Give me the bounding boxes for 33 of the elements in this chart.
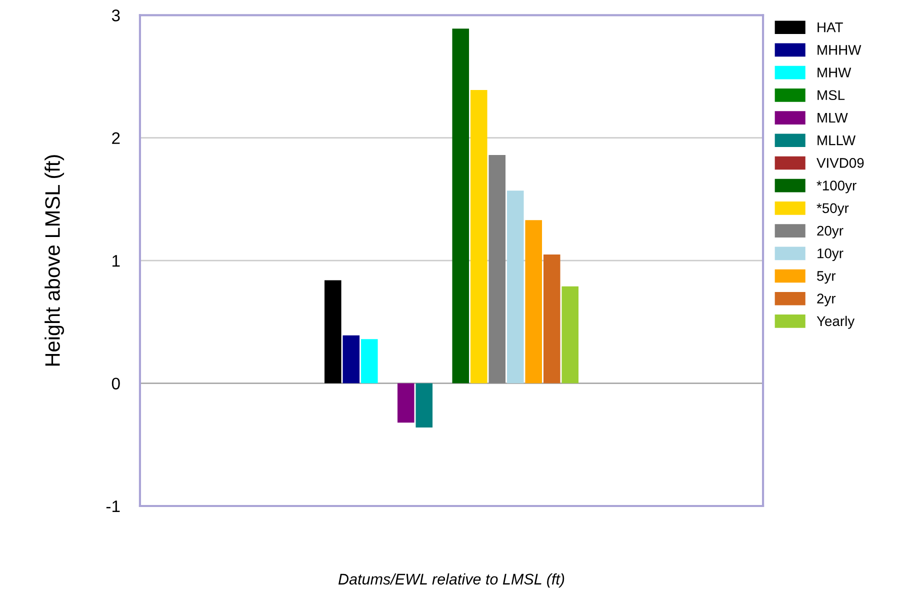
legend-label: *100yr (816, 180, 856, 194)
y-tick-label: 1 (112, 255, 120, 267)
bar (543, 254, 560, 384)
bar (342, 335, 360, 384)
legend-label: 5yr (817, 271, 836, 284)
y-tick-label: 0 (112, 378, 120, 390)
legend-label: *50yr (816, 203, 849, 216)
bar (506, 190, 524, 384)
bar (324, 280, 342, 384)
legend-label: VIVD09 (816, 158, 864, 168)
x-axis-title: Datums/EWL relative to LMSL (ft) (338, 573, 564, 588)
y-tick-label: 3 (112, 10, 120, 22)
legend-label: MHHW (818, 45, 862, 55)
bar (452, 28, 470, 384)
legend-label: 10yr (818, 248, 844, 262)
bar (360, 339, 378, 384)
y-axis-title: Height above LMSL (ft) (44, 155, 64, 366)
bar (416, 383, 433, 428)
legend-label: MLW (818, 112, 848, 123)
y-tick-label: -1 (106, 500, 120, 512)
legend-label: Yearly (816, 316, 855, 329)
bar (525, 220, 542, 384)
bar (562, 286, 578, 384)
y-tick-label: 2 (112, 132, 120, 144)
legend-label: 20yr (817, 226, 844, 238)
bar (397, 383, 414, 423)
legend-label: MLLW (818, 136, 856, 146)
legend-label: MHW (818, 68, 852, 78)
bar (488, 155, 506, 384)
bar (470, 90, 488, 384)
legend-label: MSL (818, 90, 845, 100)
legend-label: HAT (818, 22, 843, 32)
legend-label: 2yr (817, 294, 836, 306)
